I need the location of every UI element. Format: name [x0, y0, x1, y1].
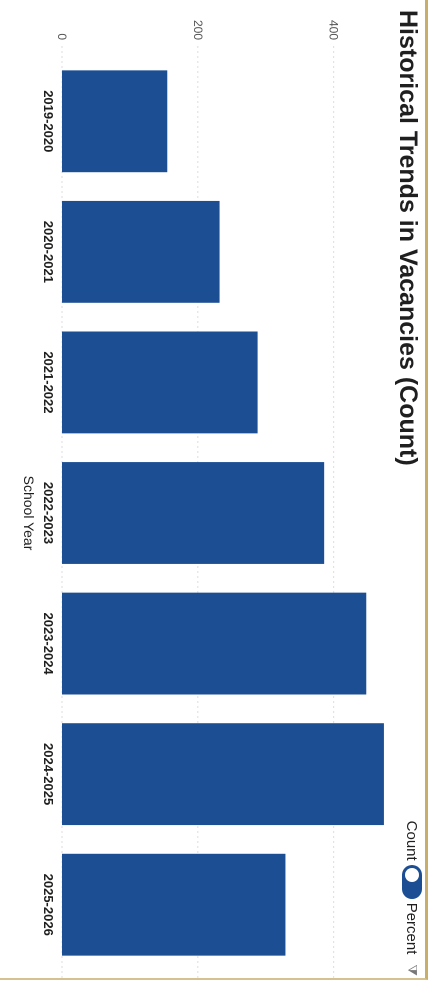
bar[interactable]	[62, 331, 258, 434]
y-tick-label: 200	[191, 20, 205, 40]
bar[interactable]	[62, 70, 168, 173]
y-tick-label: 400	[327, 20, 341, 40]
bar[interactable]	[62, 592, 367, 695]
chart-card-frame: Historical Trends in Vacancies (Count) C…	[0, 0, 428, 980]
bar-layer	[62, 70, 384, 956]
bar[interactable]	[62, 200, 220, 303]
x-tick-label: 2022-2023	[41, 482, 56, 544]
x-tick-label: 2019-2020	[41, 90, 56, 152]
bar[interactable]	[62, 853, 286, 956]
label-layer: 0 200 400 2019-2020 2020-2021 2021-2022 2022-2…	[41, 20, 341, 936]
x-tick-label: 2020-2021	[41, 221, 56, 283]
bar[interactable]	[62, 462, 325, 564]
x-tick-label: 2021-2022	[41, 351, 56, 413]
bar[interactable]	[62, 723, 384, 826]
x-axis-label: School Year	[21, 476, 37, 551]
y-tick-label: 0	[55, 33, 69, 40]
x-tick-label: 2024-2025	[41, 743, 56, 805]
x-tick-label: 2023-2024	[41, 612, 56, 675]
x-tick-label: 2025-2026	[41, 874, 56, 936]
